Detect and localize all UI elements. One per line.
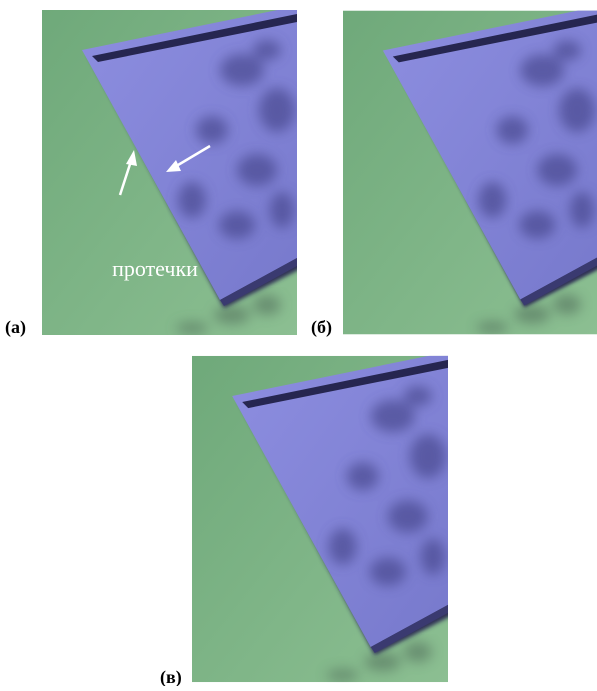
panel-label: (в) xyxy=(160,667,182,686)
panel-label: (а) xyxy=(5,317,26,338)
figure: протечки (а) (б) (в) xyxy=(0,0,597,686)
annotation: протечки xyxy=(112,256,198,281)
panel-c-image xyxy=(192,352,453,682)
panel-b-image xyxy=(343,7,597,335)
page: протечки (а) (б) (в) (() => { const data… xyxy=(0,0,597,686)
panel-label: (б) xyxy=(311,317,332,338)
